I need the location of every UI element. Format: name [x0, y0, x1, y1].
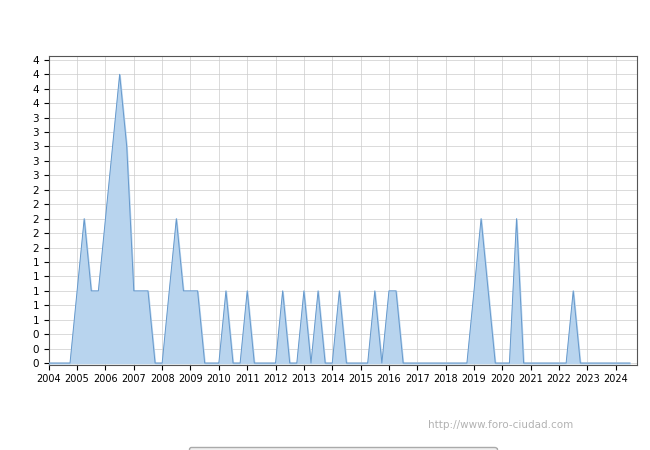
Text: http://www.foro-ciudad.com: http://www.foro-ciudad.com: [428, 420, 573, 430]
Legend: Viviendas Nuevas, Viviendas Usadas: Viviendas Nuevas, Viviendas Usadas: [189, 447, 497, 450]
Text: Moraleja de Matacabras - Evolucion del Nº de Transacciones Inmobiliarias: Moraleja de Matacabras - Evolucion del N…: [48, 17, 602, 30]
